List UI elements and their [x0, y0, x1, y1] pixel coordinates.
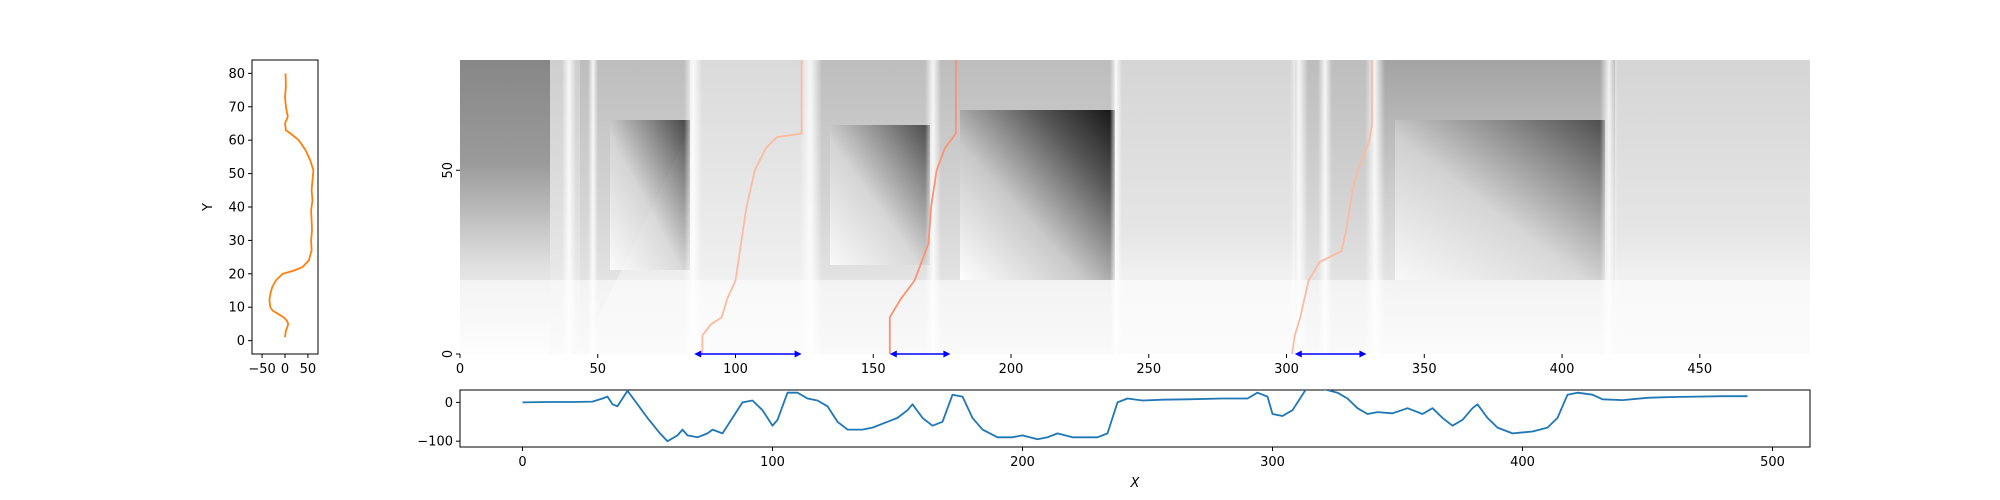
range-arrow-right-head	[794, 350, 802, 358]
bottom-xtick-label: 300	[1260, 455, 1285, 470]
left-ytick-label: 40	[228, 201, 245, 216]
bottom-xtick-label: 400	[1510, 455, 1535, 470]
bottom-signal-line	[522, 390, 1748, 443]
left-ytick-label: 70	[228, 100, 245, 115]
bottom-ytick-label: 0	[445, 396, 453, 411]
range-arrow-right-head	[943, 350, 951, 358]
bottom-plot-frame	[459, 389, 1811, 448]
range-arrow	[1294, 350, 1367, 358]
left-ytick-label: 0	[237, 334, 245, 349]
left-xtick-label: 50	[300, 362, 317, 377]
left-ytick-label: 80	[228, 67, 245, 82]
left-profile-line	[268, 73, 315, 338]
left-xtick-label: 0	[281, 362, 289, 377]
left-plot-frame	[251, 59, 319, 355]
range-arrow	[694, 350, 802, 358]
left-ytick-label: 50	[228, 167, 245, 182]
left-ylabel: Y	[201, 203, 216, 212]
heat-ytick-label: 0	[441, 350, 456, 358]
heat-xtick-label: 350	[1412, 362, 1437, 377]
left-ytick-label: 20	[228, 267, 245, 282]
heat-xtick-label: 100	[723, 362, 748, 377]
heat-ytick-label: 50	[441, 162, 456, 179]
range-arrow	[889, 350, 951, 358]
range-arrow-right-head	[1359, 350, 1367, 358]
left-ytick-label: 10	[228, 301, 245, 316]
heat-xtick-label: 50	[589, 362, 606, 377]
heat-xtick-label: 250	[1136, 362, 1161, 377]
heatmap-path-line	[701, 60, 803, 354]
bottom-signal-panel: 0 100 200 300 400 500 0 −100 X	[417, 389, 1811, 491]
heat-xtick-label: 0	[456, 362, 464, 377]
left-xtick-label: −50	[248, 362, 275, 377]
bottom-ytick-label: −100	[417, 435, 453, 450]
heat-xtick-label: 150	[861, 362, 886, 377]
heatmap-path-line	[888, 60, 957, 354]
heatmap-image	[460, 60, 1810, 354]
heat-xtick-label: 450	[1687, 362, 1712, 377]
range-arrow-left-head	[694, 350, 702, 358]
bottom-xtick-label: 200	[1010, 455, 1035, 470]
heatmap-panel: 0 50 100 150 200 250 300 350 400 450 0 50	[441, 60, 1810, 377]
heat-xtick-label: 400	[1550, 362, 1575, 377]
left-ytick-label: 30	[228, 234, 245, 249]
range-arrow-left-head	[889, 350, 897, 358]
bottom-xtick-label: 500	[1760, 455, 1785, 470]
left-ytick-label: 60	[228, 134, 245, 149]
bottom-xtick-label: 100	[760, 455, 785, 470]
heat-xtick-label: 300	[1274, 362, 1299, 377]
heatmap-path-line	[1291, 60, 1373, 354]
bottom-xlabel: X	[1130, 476, 1141, 491]
range-arrow-left-head	[1294, 350, 1302, 358]
bottom-xtick-label: 0	[518, 455, 526, 470]
heat-xtick-label: 200	[999, 362, 1024, 377]
